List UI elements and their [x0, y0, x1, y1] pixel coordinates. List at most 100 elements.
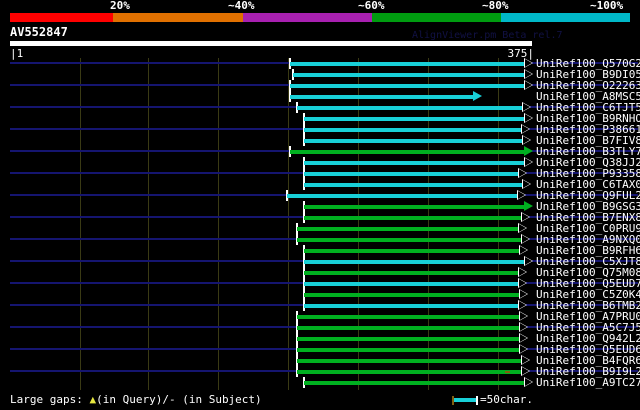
- hit-label[interactable]: UniRef100_Q942L2: [536, 332, 640, 345]
- alignment-hit-track[interactable]: [303, 267, 527, 278]
- hit-label[interactable]: UniRef100_C5Z0K4: [536, 288, 640, 301]
- hit-bar: [304, 139, 522, 143]
- hit-label[interactable]: UniRef100_A7PRU0: [536, 310, 640, 323]
- plot-gridline: [428, 58, 429, 390]
- hit-label[interactable]: UniRef100_C5XJT8: [536, 255, 640, 268]
- hit-bar: [304, 260, 524, 264]
- hit-label[interactable]: UniRef100_Q9FUL2: [536, 189, 640, 202]
- hit-direction-arrow-inner-icon: [525, 59, 532, 67]
- hit-label[interactable]: UniRef100_B4FQR6: [536, 354, 640, 367]
- legend-scale-bar-icon: [454, 398, 476, 402]
- hit-bar: [297, 326, 519, 330]
- gap-in-query-icon: ▲: [89, 393, 97, 406]
- alignment-hit-track[interactable]: [296, 333, 528, 344]
- hit-bar: [304, 216, 521, 220]
- alignment-hit-track[interactable]: [303, 179, 531, 190]
- hit-label[interactable]: UniRef100_C6TJT5: [536, 101, 640, 114]
- plot-gridline: [288, 58, 289, 390]
- hit-direction-arrow-inner-icon: [523, 136, 530, 144]
- alignment-hit-track[interactable]: [303, 168, 527, 179]
- alignment-hit-track[interactable]: [303, 289, 528, 300]
- hit-direction-arrow-inner-icon: [518, 191, 525, 199]
- hit-label[interactable]: UniRef100_Q75M08: [536, 266, 640, 279]
- hit-bar: [297, 238, 521, 242]
- hit-label[interactable]: UniRef100_B7FIV8: [536, 134, 640, 147]
- alignment-hit-track[interactable]: [289, 58, 533, 69]
- hit-label[interactable]: UniRef100_C0PRU9: [536, 222, 640, 235]
- hit-label[interactable]: UniRef100_B7ENX8: [536, 211, 640, 224]
- alignment-hit-track[interactable]: [303, 113, 533, 124]
- plot-gridline: [218, 58, 219, 390]
- legend-large-gaps: Large gaps: ▲(in Query)/- (in Subject): [10, 393, 262, 407]
- alignment-hit-track[interactable]: [296, 322, 528, 333]
- alignment-plot: UniRef100_Q570G2 UniRef100_B9DI05 UniRef10…: [0, 58, 640, 390]
- legend-scale-tick-left-icon: [452, 395, 454, 405]
- alignment-hit-track[interactable]: [296, 102, 531, 113]
- alignment-hit-track[interactable]: [292, 69, 533, 80]
- hit-label[interactable]: UniRef100_B3TLY7: [536, 145, 640, 158]
- alignment-hit-track[interactable]: [303, 245, 528, 256]
- alignment-hit-track[interactable]: [303, 300, 527, 311]
- hit-label[interactable]: UniRef100_A9NXQ0: [536, 233, 640, 246]
- gap-in-subject-marker: [505, 371, 510, 373]
- hit-label[interactable]: UniRef100_B9GSG3: [536, 200, 640, 213]
- alignment-hit-track[interactable]: [303, 135, 531, 146]
- footer-legend: Large gaps: ▲(in Query)/- (in Subject) =…: [0, 390, 640, 410]
- hit-bar: [297, 106, 522, 110]
- hit-label[interactable]: UniRef100_B9I9L2: [536, 365, 640, 378]
- alignment-hit-track[interactable]: [296, 234, 530, 245]
- alignment-hit-track[interactable]: [296, 311, 528, 322]
- hit-direction-arrow-inner-icon: [520, 345, 527, 353]
- hit-label[interactable]: UniRef100_B9RFH6: [536, 244, 640, 257]
- alignment-hit-track[interactable]: [289, 80, 533, 91]
- legend-scale-label: =50char.: [480, 393, 533, 406]
- plot-gridline: [80, 58, 81, 390]
- hit-direction-arrow-inner-icon: [519, 301, 526, 309]
- hit-bar: [297, 227, 518, 231]
- alignment-hit-track[interactable]: [296, 355, 530, 366]
- alignment-hit-track[interactable]: [303, 157, 533, 168]
- hit-label[interactable]: UniRef100_P38661: [536, 123, 640, 136]
- hit-bar: [304, 282, 518, 286]
- alignment-hit-track[interactable]: [303, 201, 533, 212]
- legend-scale: =50char.: [452, 393, 533, 407]
- hit-bar: [297, 359, 521, 363]
- hit-label[interactable]: UniRef100_C6TAX0: [536, 178, 640, 191]
- hit-bar: [304, 381, 524, 385]
- identity-scale-label: ~60%: [358, 0, 385, 12]
- alignment-hit-track[interactable]: [303, 212, 530, 223]
- identity-scale-label: ~100%: [590, 0, 624, 12]
- alignment-hit-track[interactable]: [289, 146, 533, 157]
- alignment-hit-track[interactable]: [303, 124, 530, 135]
- hit-label[interactable]: UniRef100_B9DI05: [536, 68, 640, 81]
- hit-label[interactable]: UniRef100_B6TMB2: [536, 299, 640, 312]
- hit-label[interactable]: UniRef100_A5C7J5: [536, 321, 640, 334]
- alignment-hit-track[interactable]: [296, 344, 528, 355]
- hit-label[interactable]: UniRef100_Q38JJ2: [536, 156, 640, 169]
- alignment-hit-track[interactable]: [303, 377, 533, 388]
- hit-label[interactable]: UniRef100_A9TC27: [536, 376, 640, 389]
- hit-label[interactable]: UniRef100_A8MSC5: [536, 90, 640, 103]
- plot-gridline: [148, 58, 149, 390]
- alignment-hit-track[interactable]: [289, 91, 482, 102]
- hit-bar: [287, 194, 517, 198]
- hit-label[interactable]: UniRef100_P93358: [536, 167, 640, 180]
- plot-gridline: [358, 58, 359, 390]
- hit-label[interactable]: UniRef100_B9RNHO: [536, 112, 640, 125]
- ruler-start-label: |1: [10, 47, 24, 60]
- alignment-hit-track[interactable]: [286, 190, 526, 201]
- alignment-hit-track[interactable]: [303, 278, 527, 289]
- alignment-hit-track[interactable]: [296, 223, 527, 234]
- alignment-hit-track[interactable]: [296, 366, 530, 377]
- hit-bar: [304, 271, 518, 275]
- query-length-bar: [10, 41, 532, 46]
- hit-direction-arrow-icon: [473, 91, 482, 101]
- hit-label[interactable]: UniRef100_Q570G2: [536, 57, 640, 70]
- alignment-hit-track[interactable]: [303, 256, 533, 267]
- hit-bar: [304, 304, 518, 308]
- hit-bar: [290, 95, 473, 99]
- hit-label[interactable]: UniRef100_O22263: [536, 79, 640, 92]
- hit-label[interactable]: UniRef100_Q5EUD7: [536, 277, 640, 290]
- hit-label[interactable]: UniRef100_Q5EUD6: [536, 343, 640, 356]
- identity-scale-label: ~40%: [228, 0, 255, 12]
